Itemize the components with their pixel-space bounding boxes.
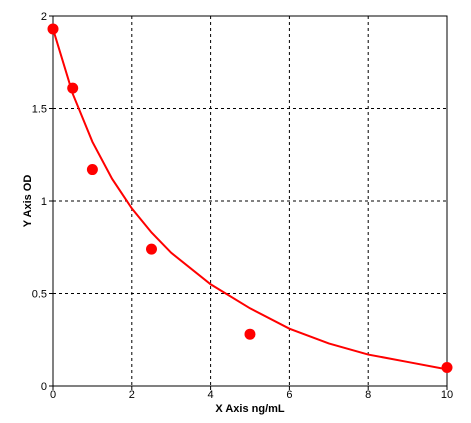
y-tick-label: 1.5: [32, 104, 47, 116]
y-axis-title: Y Axis OD: [22, 175, 34, 228]
plot-area: [52, 15, 448, 387]
y-tick-label: 2: [41, 11, 47, 23]
data-points: [47, 23, 453, 373]
grid-lines: [53, 16, 447, 386]
y-axis-ticks: 0 0.5 1 1.5 2: [32, 11, 53, 393]
x-tick-label: 10: [441, 389, 453, 401]
x-tick-label: 4: [208, 389, 214, 401]
x-tick-label: 2: [129, 389, 135, 401]
data-point: [47, 23, 59, 35]
data-point: [86, 164, 98, 176]
y-tick-label: 1: [41, 196, 47, 208]
y-tick-label: 0.5: [32, 289, 47, 301]
data-point: [146, 243, 157, 255]
y-tick-label: 0: [41, 381, 47, 393]
x-tick-label: 6: [286, 389, 292, 401]
fit-curve-line: [52, 28, 448, 371]
x-axis-ticks: 0 2 4 6 8 10: [50, 386, 453, 401]
data-point: [67, 82, 79, 94]
data-point: [244, 328, 256, 340]
data-point: [441, 362, 453, 373]
x-axis-title: X Axis ng/mL: [215, 403, 285, 415]
x-tick-label: 0: [50, 389, 56, 401]
x-tick-label: 8: [365, 389, 371, 401]
